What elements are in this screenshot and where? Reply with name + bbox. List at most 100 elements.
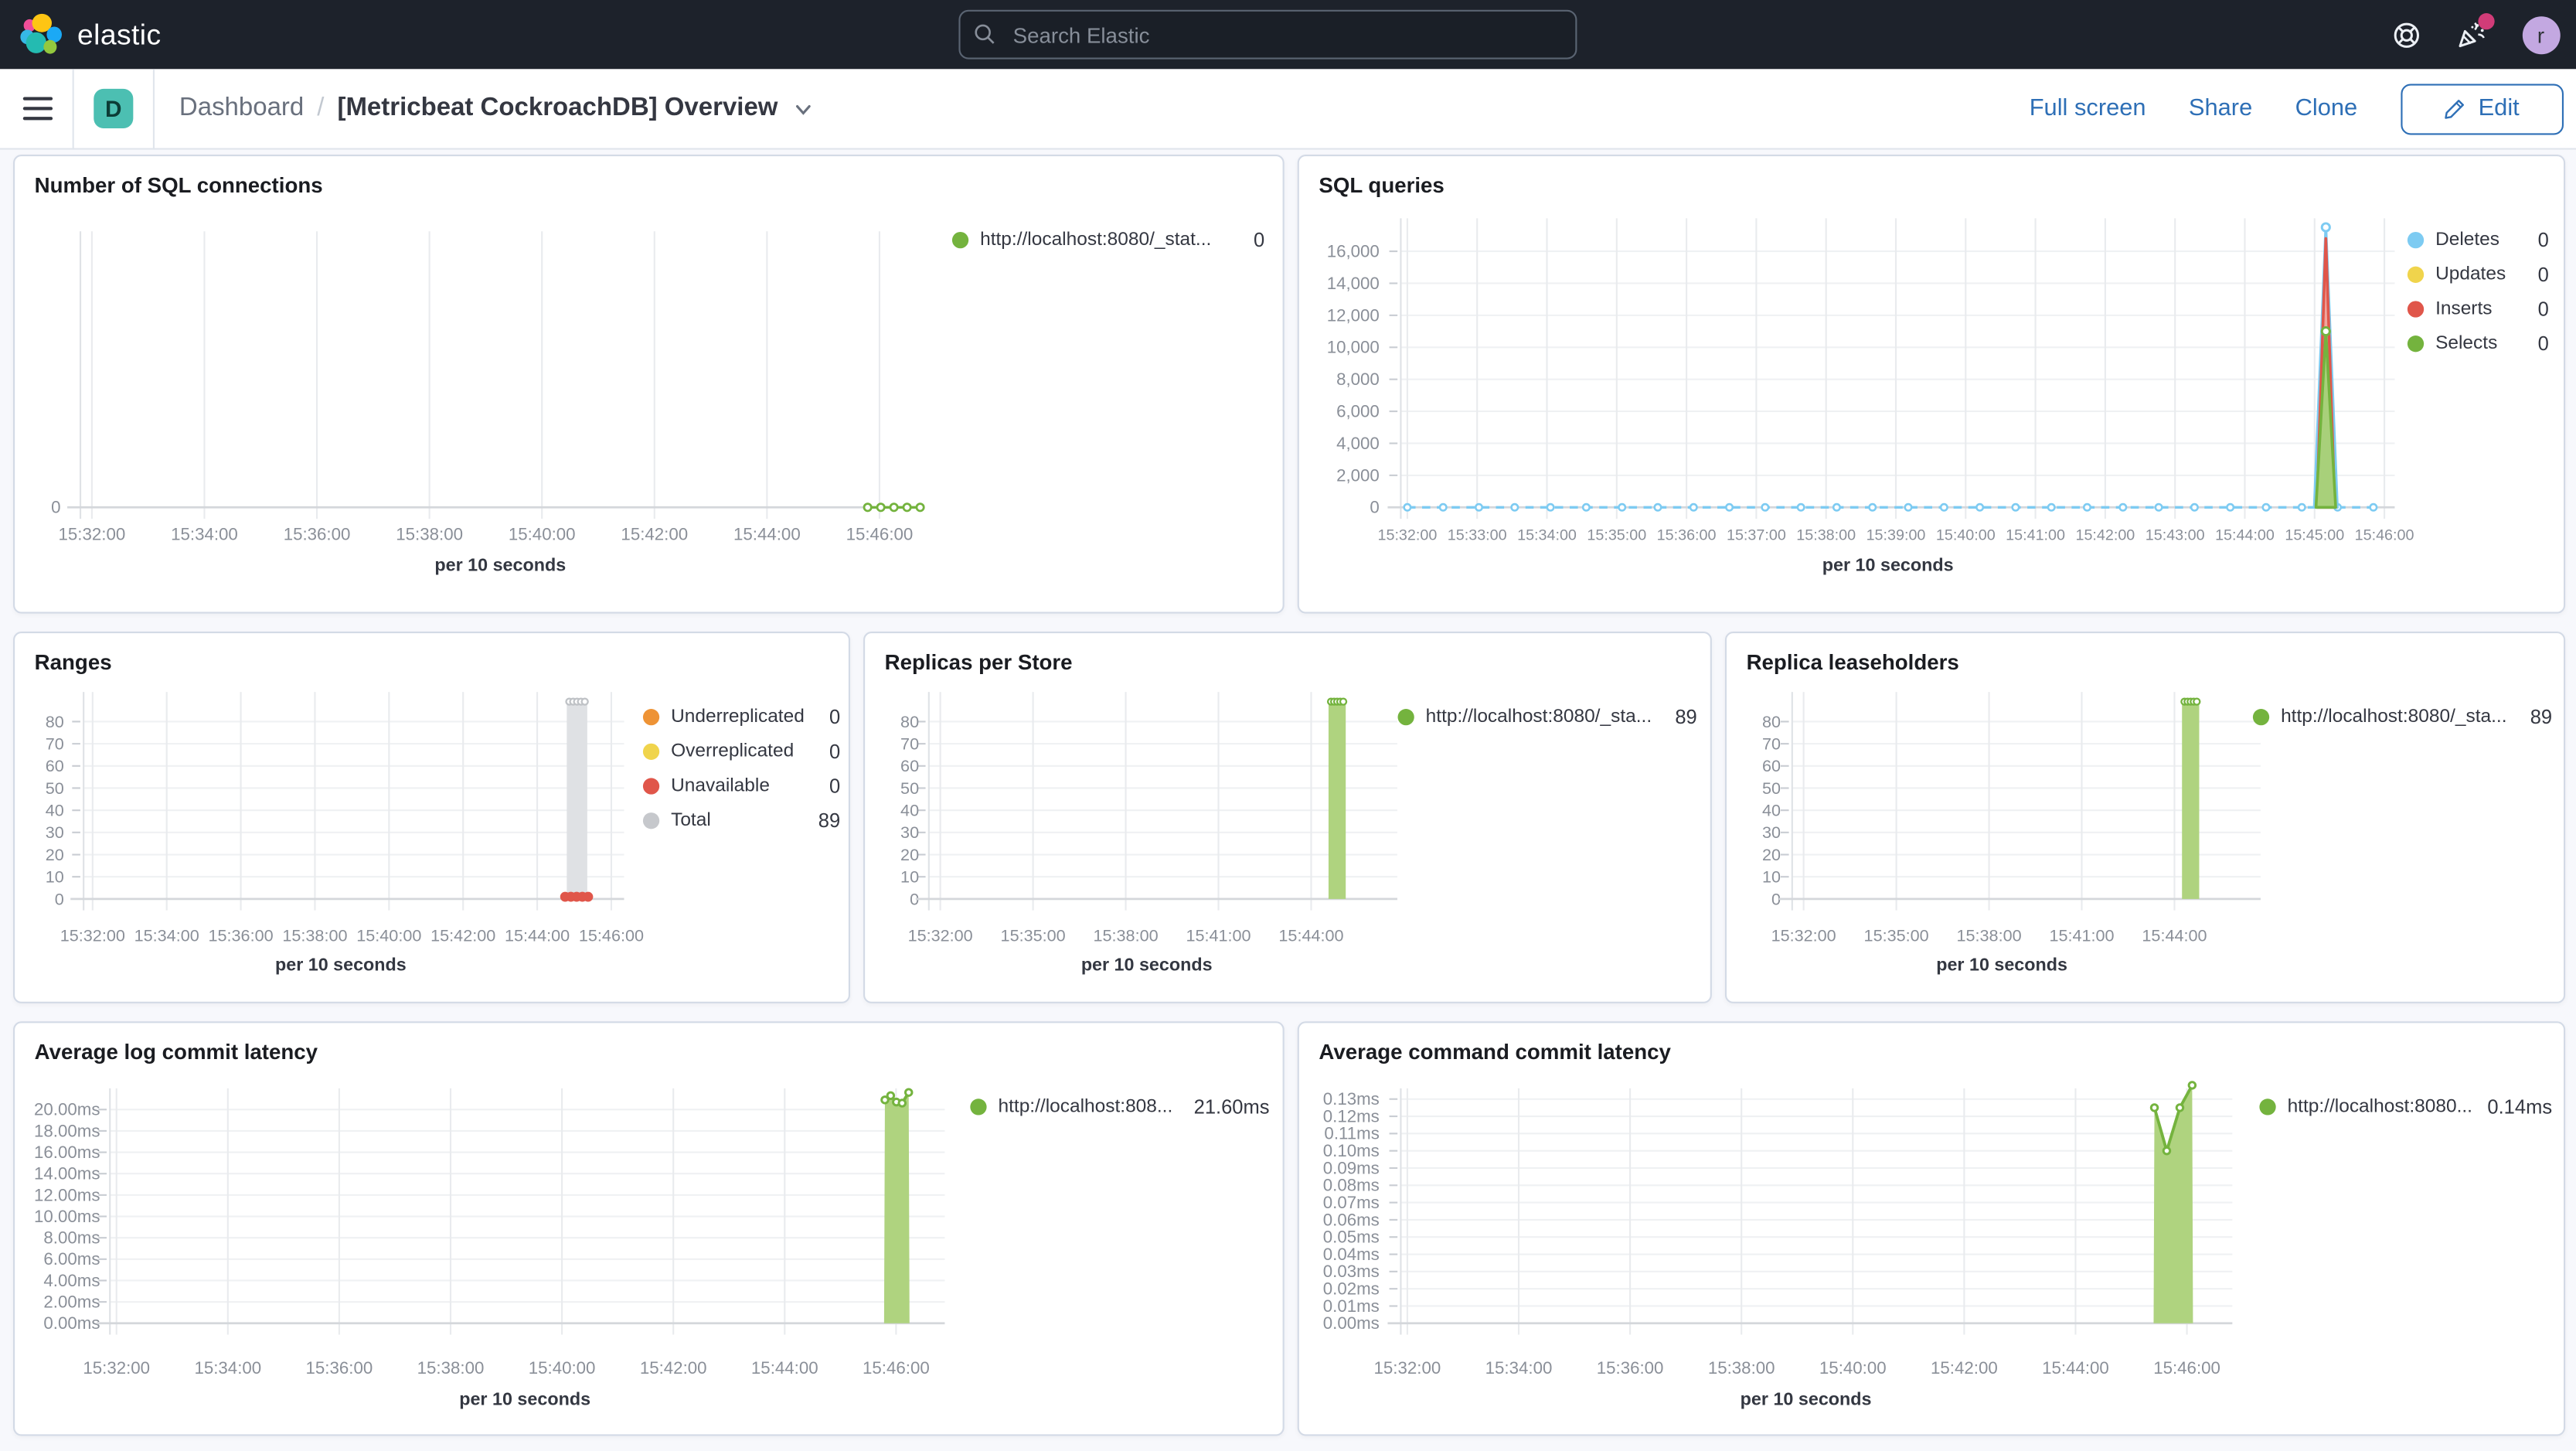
svg-text:15:39:00: 15:39:00 [1866, 527, 1926, 544]
topbar-actions: r [2392, 0, 2560, 69]
legend-item[interactable]: Unavailable 0 [642, 768, 840, 803]
svg-text:0.11ms: 0.11ms [1324, 1124, 1379, 1143]
svg-text:0: 0 [55, 889, 64, 908]
svg-text:15:44:00: 15:44:00 [2215, 527, 2275, 544]
svg-text:0.04ms: 0.04ms [1323, 1245, 1380, 1264]
page-title: [Metricbeat CockroachDB] Overview [337, 94, 778, 122]
svg-text:60: 60 [1762, 756, 1781, 775]
legend-item[interactable]: http://localhost:8080/_sta... 89 [2252, 699, 2552, 734]
pencil-icon [2445, 98, 2465, 118]
search-input[interactable] [1009, 20, 1563, 49]
elastic-home-link[interactable]: elastic [20, 13, 162, 56]
notification-dot [2477, 13, 2494, 30]
panel-title: SQL queries [1319, 172, 1445, 198]
legend-item[interactable]: Deletes 0 [2407, 222, 2549, 257]
svg-text:per 10 seconds: per 10 seconds [434, 555, 566, 575]
legend-item[interactable]: Overreplicated 0 [642, 734, 840, 768]
svg-text:15:36:00: 15:36:00 [209, 926, 274, 945]
legend-series-value: 0.14ms [2487, 1094, 2553, 1118]
full-screen-button[interactable]: Full screen [2029, 95, 2146, 122]
svg-text:per 10 seconds: per 10 seconds [1741, 1388, 1872, 1408]
panel-replicas-per-store: 0 10 20 30 40 50 60 70 80 15:32:00 15:35:00 15:38:0… [863, 632, 1712, 1003]
space-badge[interactable]: D [94, 88, 134, 128]
svg-text:15:36:00: 15:36:00 [1597, 1358, 1664, 1378]
dashboard-grid: 0 15:32:00 15:34:00 15:36:00 15:38:00 15:40:0… [0, 150, 2576, 1451]
svg-text:0.07ms: 0.07ms [1323, 1193, 1380, 1212]
share-button[interactable]: Share [2188, 95, 2253, 122]
edit-button[interactable]: Edit [2400, 83, 2564, 135]
legend-item[interactable]: http://localhost:8080/_sta... 89 [1397, 699, 1697, 734]
user-avatar[interactable]: r [2521, 15, 2560, 54]
svg-text:0: 0 [1771, 889, 1781, 908]
news-button[interactable] [2456, 13, 2494, 49]
svg-text:15:38:00: 15:38:00 [1094, 926, 1159, 945]
svg-text:0.12ms: 0.12ms [1323, 1106, 1380, 1126]
dashboard-toolbar: D Dashboard / [Metricbeat CockroachDB] O… [0, 68, 2576, 150]
panel-replica-leaseholders: 0 10 20 30 40 50 60 70 80 15:32:00 15:35:00 15:38:0… [1724, 632, 2566, 1003]
svg-text:0.00ms: 0.00ms [1323, 1313, 1380, 1333]
elastic-logo-icon [20, 13, 63, 54]
legend-item[interactable]: http://localhost:808... 21.60ms [970, 1089, 1270, 1124]
chart-canvas[interactable]: 0.00ms0.01ms0.02ms0.03ms0.04ms0.05ms0.06… [1299, 1023, 2564, 1434]
svg-text:15:44:00: 15:44:00 [2142, 926, 2207, 945]
svg-text:20: 20 [46, 845, 64, 864]
svg-text:15:44:00: 15:44:00 [751, 1358, 818, 1378]
legend-series-label: Selects [2435, 332, 2498, 353]
svg-text:15:41:00: 15:41:00 [2006, 527, 2065, 544]
chart-canvas[interactable]: 0 2,000 4,000 6,000 8,000 10,000 12,000 14,000 1… [1299, 156, 2564, 611]
svg-text:15:42:00: 15:42:00 [430, 926, 495, 945]
chart-canvas[interactable]: 0 10 20 30 40 50 60 70 80 15:32:00 15:34:00 15:36:0… [15, 633, 849, 1002]
legend-series-label: Inserts [2435, 298, 2493, 318]
svg-text:0.08ms: 0.08ms [1323, 1176, 1380, 1195]
chart-canvas[interactable]: 0 10 20 30 40 50 60 70 80 15:32:00 15:35:00 15:38:0… [865, 633, 1710, 1002]
legend-series-dot-icon [2407, 230, 2425, 248]
breadcrumb-dashboard-link[interactable]: Dashboard [179, 94, 305, 122]
legend-item[interactable]: Total 89 [642, 802, 840, 837]
svg-text:50: 50 [900, 778, 919, 798]
legend-item[interactable]: Selects 0 [2407, 325, 2549, 360]
help-button[interactable] [2392, 21, 2420, 49]
legend-series-dot-icon [2252, 707, 2270, 725]
toolbar-divider [72, 68, 74, 149]
svg-text:15:32:00: 15:32:00 [908, 926, 973, 945]
legend-item[interactable]: Updates 0 [2407, 257, 2549, 291]
svg-text:15:32:00: 15:32:00 [1771, 926, 1836, 945]
legend-item[interactable]: http://localhost:8080... 0.14ms [2259, 1089, 2552, 1124]
legend-series-label: Overreplicated [671, 741, 795, 761]
legend-item[interactable]: Inserts 0 [2407, 291, 2549, 326]
legend-series-dot-icon [2407, 265, 2425, 282]
chart-legend: http://localhost:8080/_sta... 89 [1397, 699, 1697, 734]
svg-text:0.03ms: 0.03ms [1323, 1262, 1380, 1281]
svg-text:15:38:00: 15:38:00 [282, 926, 347, 945]
svg-text:2,000: 2,000 [1336, 465, 1380, 485]
legend-series-label: Underreplicated [671, 706, 805, 727]
svg-text:15:32:00: 15:32:00 [60, 926, 125, 945]
legend-series-label: http://localhost:808... [998, 1096, 1173, 1116]
menu-hamburger-icon[interactable] [22, 97, 53, 121]
svg-text:2.00ms: 2.00ms [43, 1293, 100, 1312]
svg-text:10.00ms: 10.00ms [34, 1207, 100, 1226]
svg-text:15:32:00: 15:32:00 [1378, 527, 1438, 544]
legend-series-label: http://localhost:8080/_sta... [2281, 706, 2507, 727]
chart-canvas[interactable]: 0 15:32:00 15:34:00 15:36:00 15:38:00 15:40:0… [15, 156, 1282, 611]
svg-text:4,000: 4,000 [1336, 434, 1380, 453]
svg-text:50: 50 [46, 778, 64, 798]
svg-text:6.00ms: 6.00ms [43, 1249, 100, 1269]
svg-text:15:40:00: 15:40:00 [529, 1358, 596, 1378]
legend-item[interactable]: Underreplicated 0 [642, 699, 840, 734]
svg-text:15:33:00: 15:33:00 [1448, 527, 1507, 544]
svg-text:40: 40 [1762, 801, 1781, 820]
panel-title: Ranges [34, 649, 112, 675]
global-search-box[interactable] [958, 9, 1577, 60]
legend-item[interactable]: http://localhost:8080/_stat... 0 [951, 222, 1264, 257]
svg-text:15:40:00: 15:40:00 [1819, 1358, 1887, 1378]
chart-legend: Underreplicated 0 Overreplicated 0 Unavailab… [642, 699, 840, 837]
panel-title: Replicas per Store [884, 649, 1073, 675]
panel-sql-connections: 0 15:32:00 15:34:00 15:36:00 15:38:00 15:40:0… [13, 155, 1285, 614]
clone-button[interactable]: Clone [2295, 95, 2358, 122]
chart-canvas[interactable]: 0 10 20 30 40 50 60 70 80 15:32:00 15:35:00 15:38:0… [1727, 633, 2564, 1002]
title-menu-button[interactable] [795, 100, 812, 118]
breadcrumb: Dashboard / [Metricbeat CockroachDB] Ove… [179, 94, 812, 123]
news-party-popper-icon [2458, 22, 2485, 48]
